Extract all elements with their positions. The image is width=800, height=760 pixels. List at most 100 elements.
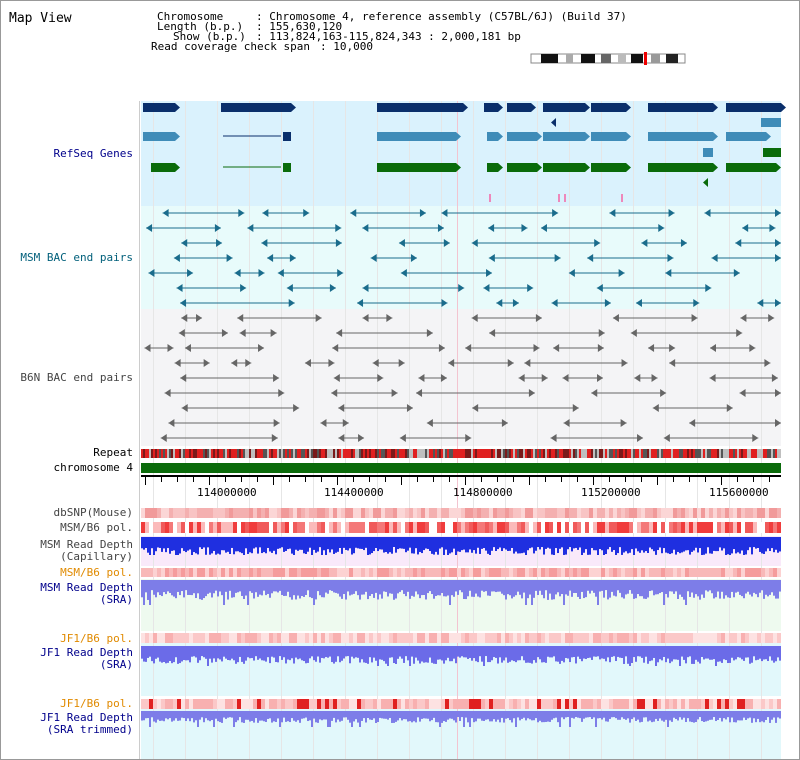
- depth-bar: [491, 580, 493, 592]
- heat-cell: [613, 699, 617, 709]
- heat-cell: [761, 699, 765, 709]
- msm-bac-track[interactable]: [146, 209, 781, 307]
- chromosome-bar[interactable]: [141, 463, 781, 473]
- track-label-jf1-pol-2[interactable]: JF1/B6 pol.: [60, 697, 133, 710]
- depth-bar: [257, 537, 259, 554]
- heat-cell: [301, 508, 305, 518]
- jf1-pol-track-2[interactable]: [141, 699, 781, 709]
- msm-depth-capillary-track[interactable]: [141, 537, 781, 555]
- repeat-track[interactable]: [141, 449, 781, 458]
- depth-bar: [355, 646, 357, 658]
- depth-bar: [621, 537, 623, 555]
- jf1-depth-sra-track[interactable]: [141, 646, 781, 666]
- depth-bar: [637, 537, 639, 552]
- depth-bar: [665, 537, 667, 553]
- track-label-msm-pol-1[interactable]: MSM/B6 pol.: [60, 521, 133, 534]
- heat-cell: [353, 699, 357, 709]
- depth-bar: [391, 711, 393, 723]
- track-label-chromosome[interactable]: chromosome 4: [53, 461, 133, 474]
- dbsnp-track[interactable]: [141, 508, 781, 518]
- depth-bar: [565, 646, 567, 658]
- msm-bac-end: [635, 299, 642, 307]
- depth-bar: [711, 537, 713, 554]
- depth-bar: [633, 580, 635, 599]
- depth-bar: [763, 646, 765, 660]
- chromosome-ideogram[interactable]: [530, 52, 686, 65]
- msm-bac-end: [775, 239, 781, 247]
- track-label-jf1-depth-trimmed[interactable]: JF1 Read Depth: [40, 711, 133, 724]
- heat-cell: [313, 508, 317, 518]
- repeat-element: [363, 449, 365, 458]
- msm-bac-end: [335, 224, 342, 232]
- depth-bar: [503, 711, 505, 723]
- depth-bar: [497, 580, 499, 592]
- heat-cell: [213, 699, 217, 709]
- depth-bar: [629, 711, 631, 723]
- repeat-element: [361, 449, 363, 458]
- repeat-element: [437, 449, 439, 458]
- track-label-refseq[interactable]: RefSeq Genes: [53, 147, 133, 160]
- depth-bar: [539, 537, 541, 550]
- depth-bar: [171, 711, 173, 722]
- heat-cell: [541, 568, 545, 577]
- msm-depth-sra-track[interactable]: [141, 580, 781, 605]
- repeat-element: [713, 449, 715, 458]
- heat-cell: [565, 568, 569, 577]
- track-label-jf1-pol-1[interactable]: JF1/B6 pol.: [60, 632, 133, 645]
- gene-feature: [648, 103, 713, 112]
- heat-cell: [241, 522, 245, 533]
- heat-cell: [293, 508, 297, 518]
- track-label-jf1-depth-sra[interactable]: JF1 Read Depth: [40, 646, 133, 659]
- heat-cell: [737, 699, 741, 709]
- heat-cell: [481, 699, 485, 709]
- track-label-repeat[interactable]: Repeat: [93, 446, 133, 459]
- depth-bar: [747, 580, 749, 592]
- depth-bar: [679, 646, 681, 666]
- repeat-element: [465, 449, 467, 458]
- depth-bar: [303, 580, 305, 597]
- depth-bar: [275, 580, 277, 592]
- jf1-depth-trimmed-track[interactable]: [141, 711, 781, 727]
- track-label-msm-depth-sra[interactable]: MSM Read Depth: [40, 581, 133, 594]
- repeat-element: [763, 449, 765, 458]
- gene-feature: [377, 163, 456, 172]
- depth-bar: [409, 646, 411, 666]
- msm-b6-pol-track-2[interactable]: [141, 568, 781, 577]
- msm-bac-end: [711, 254, 718, 262]
- depth-bar: [413, 580, 415, 597]
- heat-cell: [717, 522, 721, 533]
- jf1-pol-track-1[interactable]: [141, 633, 781, 643]
- depth-bar: [181, 646, 183, 662]
- strand-arrow: [713, 163, 718, 172]
- depth-bar: [255, 537, 257, 548]
- heat-cell: [489, 633, 493, 643]
- b6n-bac-track[interactable]: [144, 314, 781, 442]
- depth-bar: [259, 646, 261, 659]
- track-label-dbsnp[interactable]: dbSNP(Mouse): [53, 506, 133, 519]
- heat-cell: [321, 508, 325, 518]
- depth-bar: [333, 537, 335, 554]
- heat-cell: [653, 633, 657, 643]
- depth-bar: [489, 711, 491, 722]
- depth-bar: [141, 711, 143, 721]
- heat-cell: [257, 699, 261, 709]
- track-label-msm-depth-capillary[interactable]: MSM Read Depth: [40, 538, 133, 551]
- track-label-b6n-bac[interactable]: B6N BAC end pairs: [20, 371, 133, 384]
- depth-bar: [227, 646, 229, 661]
- refseq-genes-track[interactable]: [143, 103, 786, 202]
- depth-bar: [189, 580, 191, 595]
- track-label-msm-pol-2[interactable]: MSM/B6 pol.: [60, 566, 133, 579]
- heat-cell: [329, 633, 333, 643]
- depth-bar: [219, 580, 221, 592]
- repeat-element: [151, 449, 153, 458]
- depth-bar: [565, 537, 567, 555]
- heat-cell: [421, 522, 425, 533]
- msm-b6-pol-track-1[interactable]: [141, 522, 781, 533]
- heat-cell: [749, 699, 753, 709]
- depth-bar: [339, 646, 341, 663]
- track-label-msm-bac[interactable]: MSM BAC end pairs: [20, 251, 133, 264]
- depth-bar: [573, 537, 575, 549]
- depth-bar: [485, 711, 487, 720]
- depth-bar: [207, 537, 209, 548]
